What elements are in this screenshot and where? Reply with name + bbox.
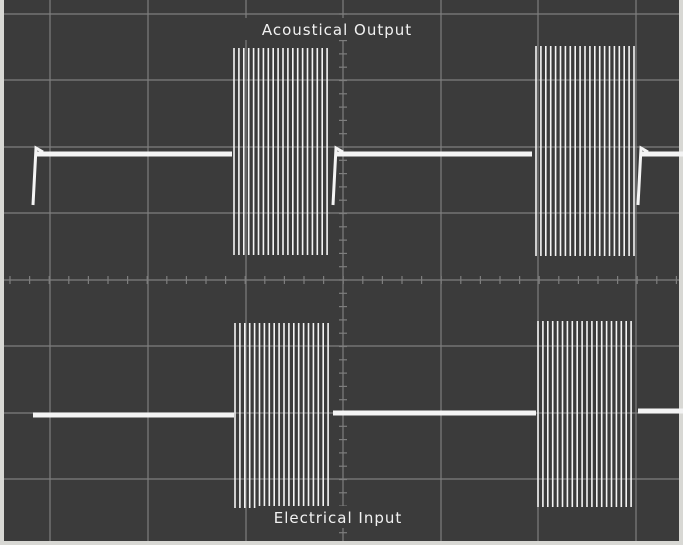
bottom-label: Electrical Input [274,509,403,527]
page: Acoustical Output Electrical Input (() =… [0,0,683,545]
oscilloscope-screen: Acoustical Output Electrical Input [0,0,683,545]
top-label: Acoustical Output [262,21,412,39]
